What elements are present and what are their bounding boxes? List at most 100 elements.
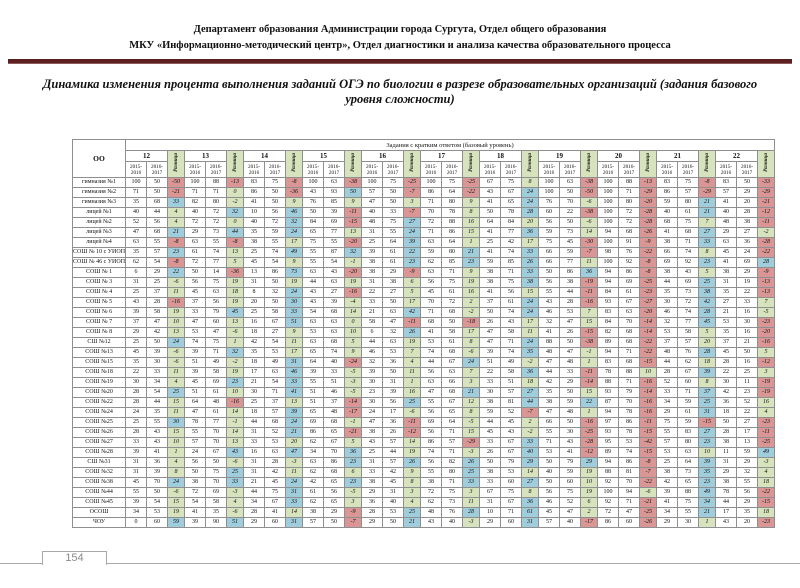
year-value-cell: 76	[538, 197, 561, 208]
year-value-cell: 88	[677, 487, 700, 498]
year-value-cell: 47	[361, 197, 384, 208]
diff-value-cell: -25	[757, 437, 776, 448]
year-value-cell: 25	[243, 247, 266, 258]
year-value-cell: 68	[323, 307, 346, 318]
year-value-cell: 65	[302, 407, 325, 418]
year-value-cell: 50	[559, 187, 582, 198]
year-value-cell: 71	[205, 347, 228, 358]
year-value-cell: 44	[656, 277, 679, 288]
diff-value-cell: -21	[757, 197, 776, 208]
year-value-cell: 90	[205, 517, 228, 528]
task-number-header: 20	[597, 150, 641, 162]
year-value-cell: 38	[538, 397, 561, 408]
diff-value-cell: 25	[698, 277, 717, 288]
diff-value-cell: -16	[226, 397, 245, 408]
year-value-cell: 78	[597, 367, 620, 378]
diff-value-cell: -38	[580, 177, 599, 188]
diff-column-header: Разница	[698, 150, 717, 178]
diff-value-cell: 5	[757, 347, 776, 358]
year-value-cell: 75	[500, 487, 523, 498]
year-value-cell: 53	[146, 507, 169, 518]
year-value-cell: 17	[715, 507, 738, 518]
year-value-cell: 61	[441, 287, 464, 298]
diff-value-cell: 13	[226, 317, 245, 328]
year-value-cell: 28	[361, 507, 384, 518]
year-value-cell: 77	[205, 257, 228, 268]
year-value-cell: 31	[125, 467, 148, 478]
diff-value-cell: -22	[757, 247, 776, 258]
year-value-cell: 71	[420, 197, 443, 208]
diff-value-cell: 33	[285, 377, 304, 388]
school-name-cell: СОШ №24	[71, 407, 127, 418]
diff-value-cell: 25	[167, 387, 186, 398]
year-value-cell: 68	[420, 317, 443, 328]
year-value-cell: 50	[146, 177, 169, 188]
year-value-cell: 70	[420, 297, 443, 308]
diff-value-cell: -2	[521, 427, 540, 438]
diff-value-cell: 19	[226, 297, 245, 308]
year-value-cell: 27	[736, 417, 759, 428]
school-name-cell: СОШ №15	[71, 357, 127, 368]
diff-value-cell: -15	[639, 427, 658, 438]
year-value-cell: 44	[538, 367, 561, 378]
year-value-cell: 64	[184, 397, 207, 408]
diff-value-cell: -6	[167, 357, 186, 368]
year-value-cell: 75	[264, 177, 287, 188]
diff-value-cell: 27	[698, 427, 717, 438]
year-value-cell: 58	[205, 367, 228, 378]
year-value-cell: 84	[302, 217, 325, 228]
year-value-cell: 70	[420, 207, 443, 218]
diff-value-cell: -20	[639, 307, 658, 318]
year-value-cell: 50	[184, 467, 207, 478]
year-value-cell: 39	[656, 487, 679, 498]
year-value-cell: 60	[500, 517, 523, 528]
year-value-cell: 35	[125, 247, 148, 258]
year-value-cell: 53	[656, 327, 679, 338]
year-value-cell: 48	[559, 357, 582, 368]
year-value-cell: 26	[479, 317, 502, 328]
diff-value-cell: 35	[521, 347, 540, 358]
year2-header: 2016- 2017	[264, 161, 287, 178]
school-name-cell: гимназия №3	[71, 197, 127, 208]
year-value-cell: 10	[243, 207, 266, 218]
year-value-cell: 33	[361, 467, 384, 478]
diff-value-cell: 28	[757, 257, 776, 268]
diff-value-cell: 8	[462, 337, 481, 348]
year-value-cell: 47	[382, 317, 405, 328]
table-row: СОШ № 7 37 47 10 47 60 13 16 67 51 63 63 0 58 47 -11 68 5…	[71, 317, 776, 328]
diff-value-cell: 19	[580, 487, 599, 498]
year-value-cell: 23	[736, 387, 759, 398]
year-value-cell: 68	[618, 227, 641, 238]
year-value-cell: 34	[656, 507, 679, 518]
diff-value-cell: 61	[521, 507, 540, 518]
diff-value-cell: -33	[757, 177, 776, 188]
diff-value-cell: -6	[639, 487, 658, 498]
year-value-cell: 49	[205, 357, 228, 368]
diff-value-cell: -5	[344, 367, 363, 378]
year-value-cell: 47	[479, 327, 502, 338]
year-value-cell: 24	[184, 447, 207, 458]
year-value-cell: 35	[125, 197, 148, 208]
year-value-cell: 86	[243, 187, 266, 198]
year-value-cell: 72	[618, 207, 641, 218]
year-value-cell: 35	[243, 227, 266, 238]
diff-value-cell: 4	[167, 207, 186, 218]
year1-header: 2015- 2016	[656, 161, 679, 178]
diff-value-cell: 24	[285, 287, 304, 298]
year-value-cell: 48	[205, 397, 228, 408]
diff-value-cell: 22	[403, 247, 422, 258]
year-value-cell: 72	[420, 487, 443, 498]
year-value-cell: 63	[677, 447, 700, 458]
diff-value-cell: 21	[167, 227, 186, 238]
year-value-cell: 64	[302, 357, 325, 368]
diff-value-cell: 5	[344, 337, 363, 348]
diff-value-cell: 39	[285, 407, 304, 418]
diff-value-cell: 39	[698, 367, 717, 378]
year-value-cell: 25	[656, 457, 679, 468]
diff-value-cell: -6	[167, 487, 186, 498]
year-value-cell: 29	[323, 507, 346, 518]
table-row: СОШ №38 45 70 24 38 70 33 21 45 24 42 65 23 38 45 8 38 71…	[71, 477, 776, 488]
year-value-cell: 38	[479, 277, 502, 288]
year-value-cell: 77	[205, 417, 228, 428]
year-value-cell: 97	[597, 417, 620, 428]
